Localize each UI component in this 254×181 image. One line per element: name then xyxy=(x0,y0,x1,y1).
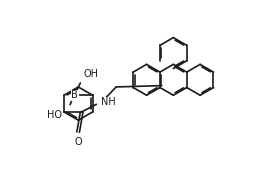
Text: NH: NH xyxy=(101,97,116,107)
Text: HO: HO xyxy=(47,110,62,119)
Text: B: B xyxy=(71,90,78,100)
Text: O: O xyxy=(74,137,82,147)
Text: OH: OH xyxy=(83,69,98,79)
